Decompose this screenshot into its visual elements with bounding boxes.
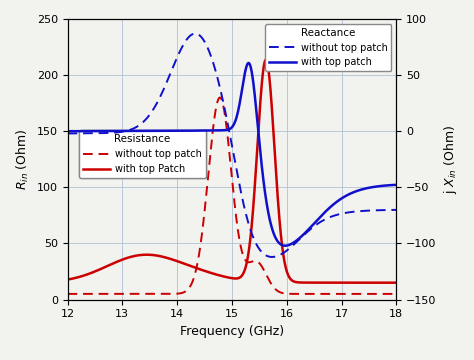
X-axis label: Frequency (GHz): Frequency (GHz)	[180, 325, 284, 338]
Y-axis label: j $X_{in}$ (Ohm): j $X_{in}$ (Ohm)	[442, 125, 459, 194]
Y-axis label: $R_{in}$ (Ohm): $R_{in}$ (Ohm)	[15, 129, 31, 190]
Legend: without top patch, with top Patch: without top patch, with top Patch	[79, 130, 206, 178]
Legend: without top patch, with top patch: without top patch, with top patch	[265, 24, 392, 71]
